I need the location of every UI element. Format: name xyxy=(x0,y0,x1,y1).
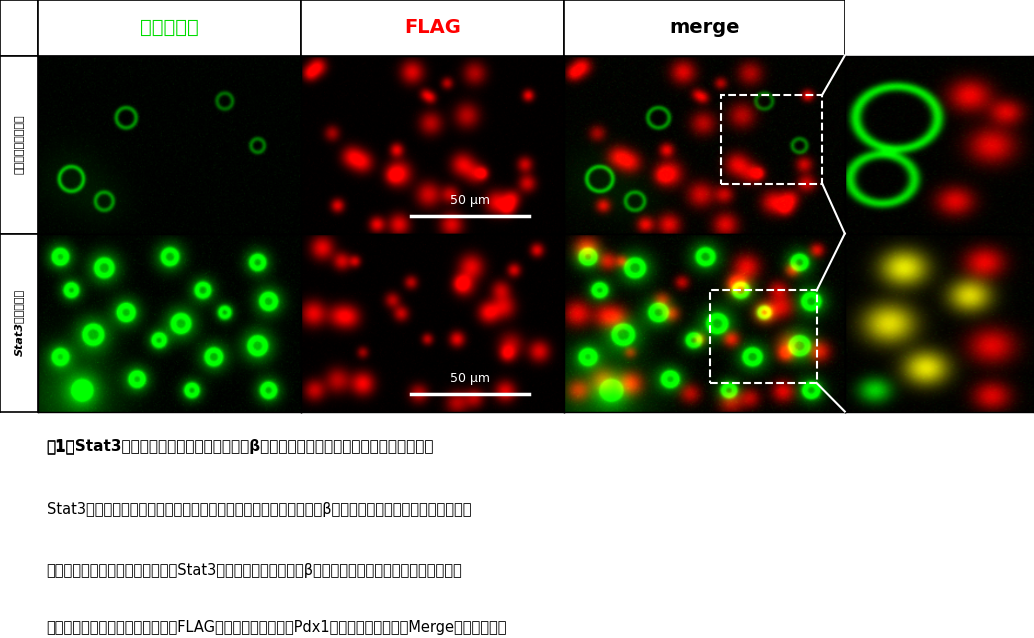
Text: Stat3欠損マウス: Stat3欠損マウス xyxy=(14,289,24,356)
Text: FLAG: FLAG xyxy=(403,19,461,37)
Text: merge: merge xyxy=(669,19,739,37)
Text: 図1　Stat3欠失マウスでは膜膚房細胞からβ細胞へのリプログラミングが尢進している: 図1 Stat3欠失マウスでは膜膚房細胞からβ細胞へのリプログラミングが尢進して… xyxy=(47,439,434,454)
Text: （下段右端）にみられるように、Stat3欠失マウスでは数個のβ細胞が一塡となった膜島様構造が散見: （下段右端）にみられるように、Stat3欠失マウスでは数個のβ細胞が一塡となった… xyxy=(47,563,462,578)
Bar xyxy=(709,290,817,383)
Text: インスリン: インスリン xyxy=(141,19,199,37)
Bar xyxy=(721,94,822,184)
Text: 50 μm: 50 μm xyxy=(450,372,490,385)
Text: Stat3欠失マウス（下段）では対照マウス（上段）と比較して新生β細胞数が増加している。また拡大図: Stat3欠失マウス（下段）では対照マウス（上段）と比較して新生β細胞数が増加し… xyxy=(47,502,472,517)
Text: コントロールマウス: コントロールマウス xyxy=(14,115,24,174)
Text: される。　緑：インスリン、赤：FLAG（外因性に転写因子Pdx1を発現した細胞）、Merge：重ね合わせ: される。 緑：インスリン、赤：FLAG（外因性に転写因子Pdx1を発現した細胞）… xyxy=(47,620,507,635)
Text: 図1: 図1 xyxy=(47,439,75,454)
Text: 50 μm: 50 μm xyxy=(450,194,490,207)
